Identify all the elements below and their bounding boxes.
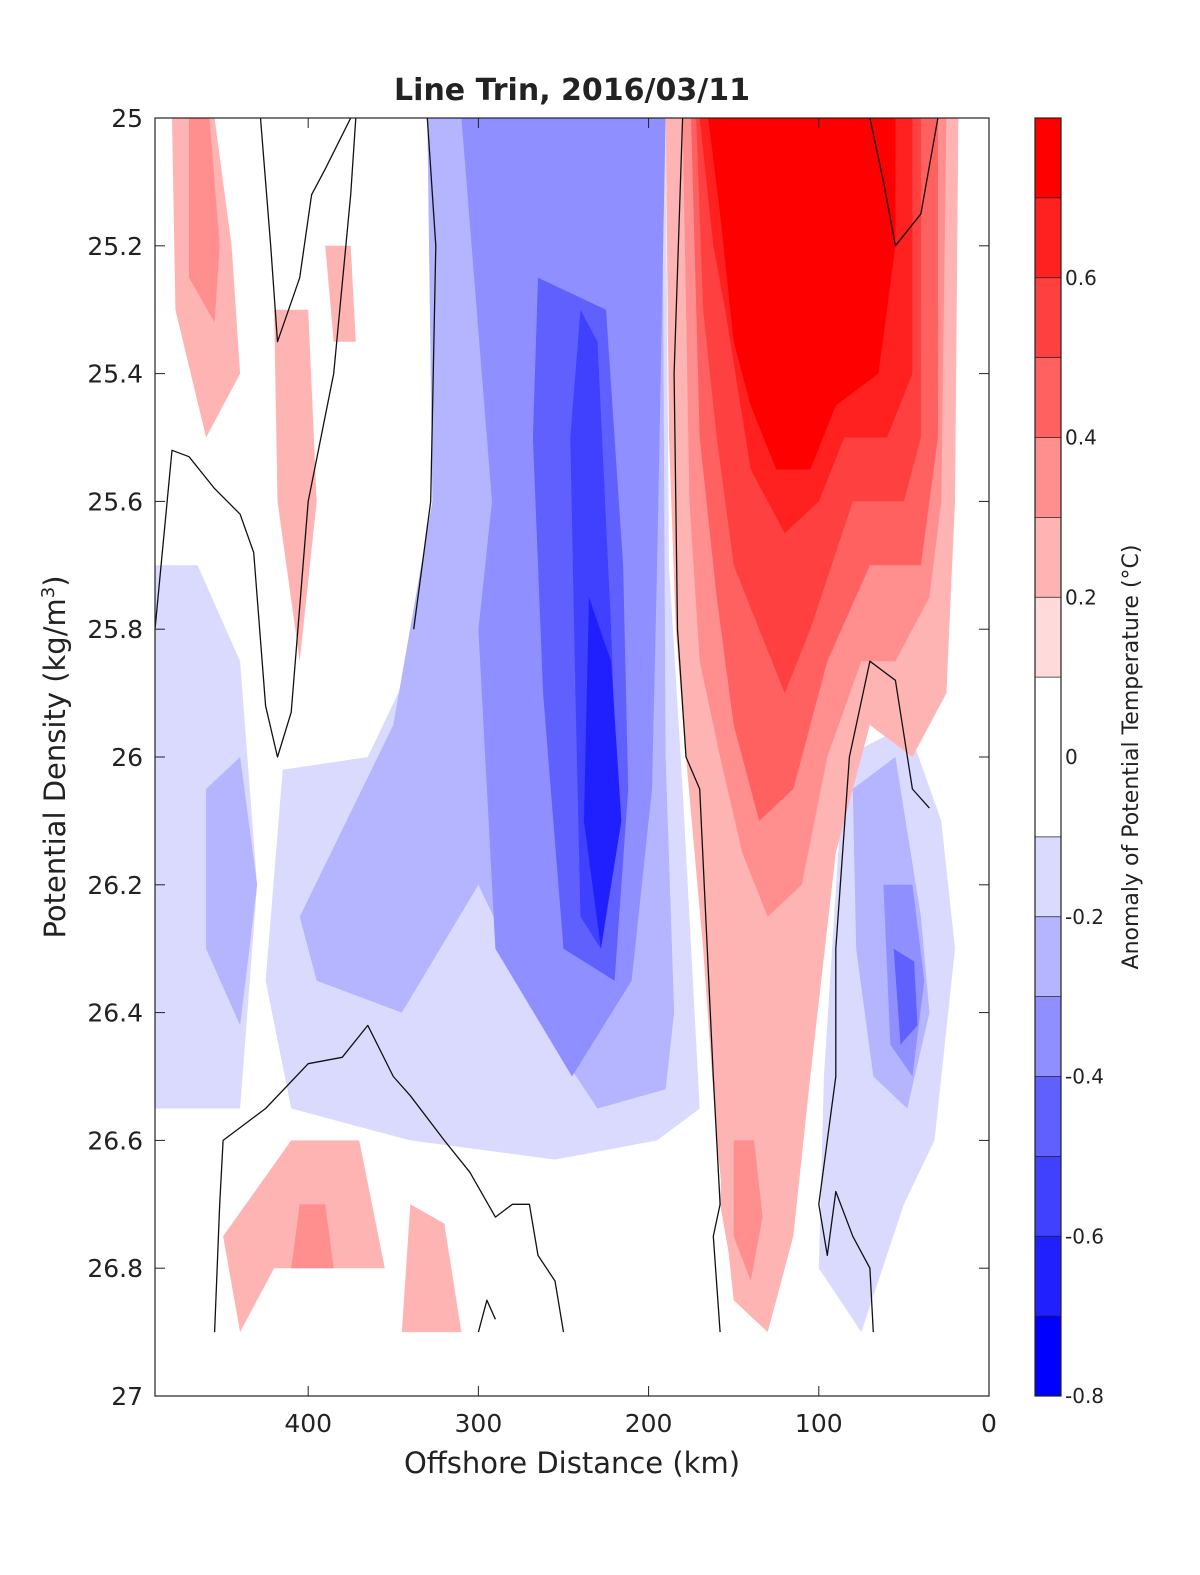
y-tick-label-2: 25.4 [87,360,143,389]
colorbar-label: Anomaly of Potential Temperature (°C) [1119,545,1144,970]
colorbar-tick-label-0: 0.6 [1065,266,1097,290]
contour-region-25 [291,1204,334,1269]
plot-area [155,118,959,1333]
colorbar-swatch-0 [1035,1316,1061,1396]
contour-region-17 [708,118,896,470]
x-tick-label-0: 400 [284,1409,332,1438]
contour-region-21 [189,118,220,323]
colorbar-frame [1034,117,1062,1397]
colorbar-swatch-13 [1035,197,1061,278]
y-tick-label-3: 25.6 [87,487,143,516]
colorbar-tick-label-3: 0 [1065,745,1078,769]
colorbar-swatch-14 [1035,118,1061,198]
y-axis-label-text: Potential Density (kg/m [38,598,72,938]
x-axis-label: Offshore Distance (km) [404,1446,740,1480]
contour-region-22 [325,245,356,342]
y-tick-label-1: 25.2 [87,232,143,261]
zero-contour-line-2 [413,118,437,630]
colorbar-swatch-3 [1035,1076,1061,1157]
colorbar-swatch-9 [1035,517,1061,598]
y-tick-label-6: 26.2 [87,871,143,900]
zero-contour-line-3 [213,1024,565,1333]
zero-contour-line-5 [673,118,721,1333]
y-tick-label-5: 26 [111,743,143,772]
colorbar-swatch-5 [1035,916,1061,997]
zero-contour-line-0 [155,118,357,758]
y-tick-label-4: 25.8 [87,615,143,644]
contour-region-19 [733,1140,763,1281]
colorbar-tick-label-5: -0.4 [1065,1065,1104,1089]
y-tick-label-8: 26.6 [87,1126,143,1155]
x-axis: 400 300 200 100 0 [284,118,997,1438]
colorbar-tick-label-6: -0.6 [1065,1224,1104,1248]
y-axis-label: Potential Density (kg/m3) [38,575,72,938]
y-tick-label-0: 25 [111,104,143,133]
zero-contour-line-7 [818,660,930,1333]
x-tick-label-3: 100 [795,1409,843,1438]
x-tick-label-2: 200 [625,1409,673,1438]
contour-region-7 [583,597,622,949]
colorbar-swatch-1 [1035,1236,1061,1317]
zero-contour-line-4 [477,1299,496,1333]
y-axis: 25 25.2 25.4 25.6 25.8 26 26.2 26.4 26.6 26.8 27 [87,104,989,1411]
contour-fills [155,118,959,1333]
colorbar-swatch-12 [1035,277,1061,358]
zero-contour-line-6 [869,118,939,247]
x-tick-label-4: 0 [981,1409,997,1438]
colorbar-tick-label-4: -0.2 [1065,905,1104,929]
colorbar-swatch-6 [1035,836,1061,917]
contour-region-11 [893,948,918,1045]
colorbar-tick-label-1: 0.4 [1065,426,1097,450]
colorbar: 0.6 0.4 0.2 0 -0.2 -0.4 -0.6 -0.8 [1034,117,1104,1408]
contour-region-26 [401,1204,462,1333]
y-axis-label-tail: ) [38,575,72,586]
y-tick-label-10: 27 [111,1382,143,1411]
colorbar-swatch-2 [1035,1156,1061,1237]
x-tick-label-1: 300 [455,1409,503,1438]
colorbar-swatch-10 [1035,437,1061,518]
chart-title: Line Trin, 2016/03/11 [394,73,750,108]
colorbar-tick-label-7: -0.8 [1065,1384,1104,1408]
colorbar-swatch-4 [1035,996,1061,1077]
colorbar-swatch-7 [1035,677,1061,837]
colorbar-swatch-11 [1035,357,1061,438]
colorbar-swatch-8 [1035,597,1061,678]
zero-contour-line-1 [259,118,352,343]
y-tick-label-9: 26.8 [87,1254,143,1283]
y-tick-label-7: 26.4 [87,999,143,1028]
zero-contour-lines [155,118,939,1333]
contour-region-1 [206,757,258,1026]
contour-region-23 [274,309,317,662]
y-axis-label-superscript: 3 [38,587,59,598]
colorbar-tick-label-2: 0.2 [1065,585,1097,609]
